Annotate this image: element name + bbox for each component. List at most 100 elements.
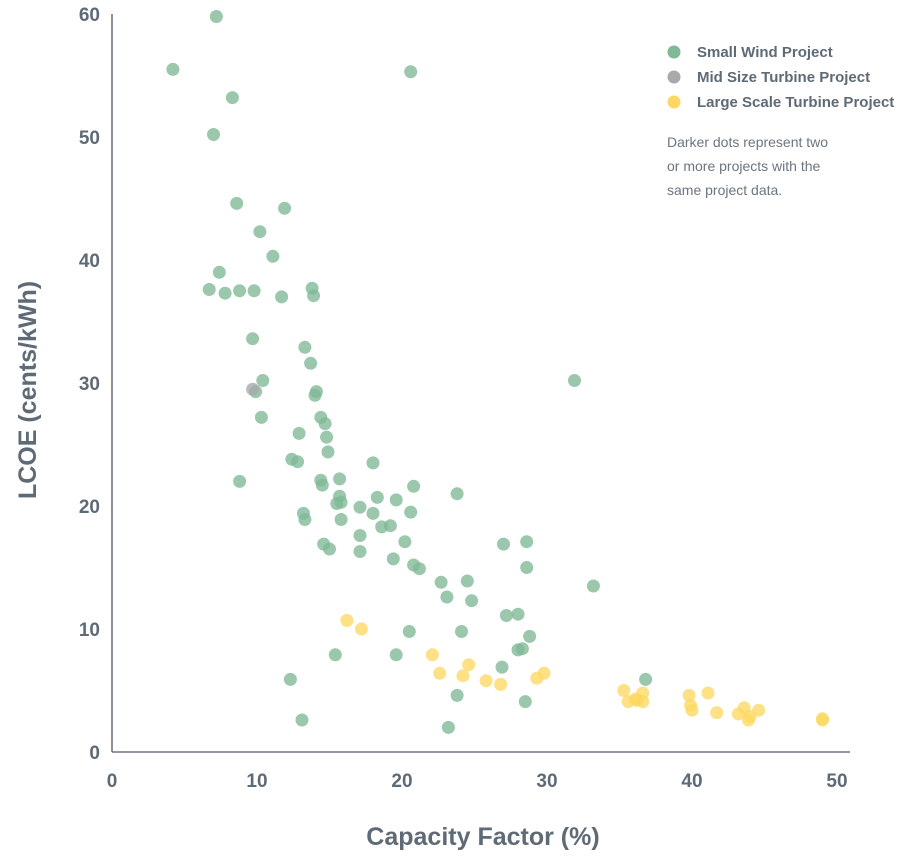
data-point bbox=[334, 513, 348, 526]
data-point bbox=[434, 575, 448, 589]
data-point bbox=[307, 289, 321, 303]
data-point bbox=[731, 707, 745, 721]
legend-marker bbox=[667, 95, 681, 109]
data-point bbox=[292, 426, 306, 440]
data-point bbox=[328, 648, 342, 662]
data-point bbox=[340, 613, 354, 627]
note-line-3: same project data. bbox=[667, 182, 782, 198]
data-point bbox=[389, 648, 403, 662]
legend: Small Wind Project Mid Size Turbine Proje… bbox=[667, 44, 894, 111]
data-point bbox=[450, 688, 464, 702]
data-point bbox=[283, 672, 297, 686]
data-point bbox=[209, 10, 223, 23]
x-tick-label: 0 bbox=[107, 771, 118, 792]
legend-label: Mid Size Turbine Project bbox=[697, 69, 870, 86]
data-point bbox=[370, 490, 384, 504]
data-point bbox=[568, 374, 581, 387]
data-point bbox=[523, 629, 537, 643]
data-point bbox=[291, 455, 305, 469]
data-point bbox=[233, 474, 247, 488]
data-point bbox=[253, 225, 267, 239]
data-point bbox=[247, 284, 261, 298]
data-point bbox=[318, 417, 332, 431]
y-tick-label: 50 bbox=[79, 128, 100, 149]
data-point bbox=[398, 535, 412, 549]
y-tick-label: 30 bbox=[79, 374, 100, 395]
y-tick-label: 10 bbox=[79, 620, 100, 641]
data-point bbox=[433, 666, 447, 680]
data-point bbox=[520, 561, 534, 574]
data-point bbox=[518, 695, 532, 709]
data-point bbox=[511, 643, 525, 657]
x-axis-title: Capacity Factor (%) bbox=[366, 823, 599, 851]
x-tick-label: 20 bbox=[391, 771, 412, 792]
data-point bbox=[278, 201, 292, 215]
data-point bbox=[266, 249, 280, 263]
data-point bbox=[511, 607, 525, 621]
data-point bbox=[202, 283, 216, 296]
data-point bbox=[212, 265, 226, 279]
data-point bbox=[628, 692, 642, 706]
data-point bbox=[295, 713, 309, 727]
data-point bbox=[333, 472, 347, 486]
data-point bbox=[742, 713, 755, 727]
data-point bbox=[254, 410, 268, 424]
data-point bbox=[402, 625, 416, 638]
data-point bbox=[685, 703, 699, 717]
y-tick-label: 20 bbox=[79, 497, 100, 518]
data-point bbox=[456, 669, 470, 683]
data-point bbox=[404, 65, 418, 79]
data-point bbox=[440, 590, 454, 604]
data-point bbox=[334, 495, 348, 509]
y-tick-label: 60 bbox=[79, 5, 100, 26]
data-point bbox=[315, 478, 329, 492]
data-point bbox=[323, 542, 336, 556]
data-point bbox=[450, 487, 464, 501]
data-point bbox=[682, 688, 696, 702]
data-point bbox=[499, 609, 513, 622]
data-point bbox=[586, 579, 600, 593]
data-point bbox=[320, 430, 334, 444]
data-points bbox=[166, 10, 829, 734]
note-line-2: or more projects with the bbox=[667, 158, 820, 174]
data-point bbox=[495, 660, 509, 674]
legend-note: Darker dots represent two or more projec… bbox=[667, 134, 828, 198]
data-point bbox=[383, 519, 397, 533]
data-point bbox=[530, 671, 544, 685]
legend-label: Small Wind Project bbox=[697, 44, 833, 61]
data-point bbox=[479, 674, 493, 688]
legend-label: Large Scale Turbine Project bbox=[697, 94, 894, 111]
data-point bbox=[233, 284, 247, 298]
tick-labels: 0 10 20 30 40 50 0 10 20 30 40 50 60 bbox=[79, 5, 848, 792]
legend-marker bbox=[667, 70, 681, 84]
data-point bbox=[321, 445, 335, 459]
data-point bbox=[497, 537, 510, 551]
data-point bbox=[425, 648, 439, 662]
data-point bbox=[353, 529, 367, 542]
data-point bbox=[366, 506, 380, 520]
data-point bbox=[366, 456, 380, 470]
data-point bbox=[412, 562, 426, 576]
data-point bbox=[298, 513, 312, 526]
y-axis-title: LCOE (cents/kWh) bbox=[14, 281, 42, 499]
data-point bbox=[386, 552, 400, 566]
data-point bbox=[494, 677, 508, 691]
note-line-1: Darker dots represent two bbox=[667, 134, 828, 150]
data-point bbox=[407, 479, 421, 493]
data-point bbox=[218, 286, 232, 300]
data-point bbox=[304, 356, 318, 370]
data-point bbox=[617, 684, 631, 697]
data-point bbox=[353, 500, 367, 514]
axes bbox=[111, 14, 850, 753]
data-point bbox=[275, 290, 289, 304]
data-point bbox=[404, 505, 418, 519]
y-tick-label: 40 bbox=[79, 251, 100, 272]
x-tick-label: 40 bbox=[681, 771, 702, 792]
data-point bbox=[256, 374, 270, 387]
data-point bbox=[298, 340, 312, 354]
data-point bbox=[465, 594, 479, 608]
data-point bbox=[225, 91, 239, 105]
data-point bbox=[710, 706, 724, 720]
